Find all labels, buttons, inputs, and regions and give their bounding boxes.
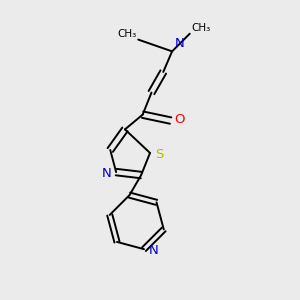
Text: CH₃: CH₃	[118, 29, 137, 39]
Text: N: N	[102, 167, 112, 180]
Text: S: S	[155, 148, 164, 161]
Text: CH₃: CH₃	[191, 23, 211, 33]
Text: O: O	[174, 112, 184, 126]
Text: N: N	[174, 37, 184, 50]
Text: N: N	[148, 244, 158, 257]
